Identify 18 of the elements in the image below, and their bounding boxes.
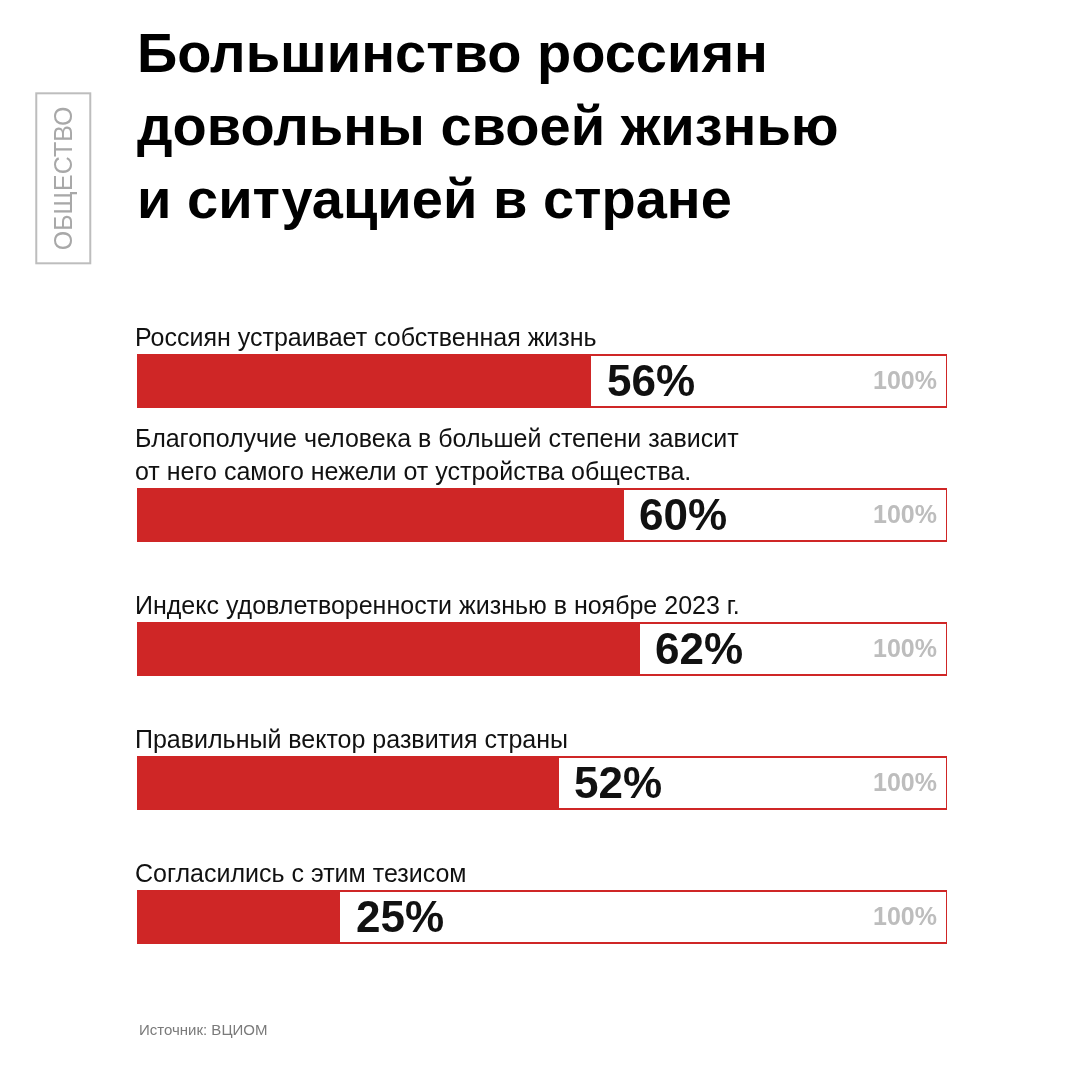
y-tick-label: Россиян устраивает собственная жизнь: [135, 323, 597, 351]
data-label: 52%: [574, 758, 663, 807]
total-label: 100%: [873, 366, 937, 394]
y-tick-label: Индекс удовлетворенности жизнью в ноябре 2023 г.: [135, 591, 740, 619]
total-label: 100%: [873, 902, 937, 930]
data-label: 62%: [655, 624, 744, 673]
total-label: 100%: [873, 500, 937, 528]
y-tick-label: Благополучие человека в большей степени зависит от него самого нежели от устройства общества.: [135, 424, 740, 485]
data-label: 56%: [607, 356, 696, 405]
y-tick-label: Правильный вектор развития страны: [135, 725, 569, 753]
y-tick-label: Согласились с этим тезисом: [135, 859, 467, 887]
data-label: 60%: [639, 490, 728, 539]
text: Источник: ВЦИОМ: [139, 1021, 268, 1038]
total-label: 100%: [873, 768, 937, 796]
data-label: 25%: [356, 892, 445, 941]
total-label: 100%: [873, 634, 937, 662]
chart-title: Большинство россиян довольны своей жизнью и ситуацией в стране: [137, 21, 839, 230]
text: ОБЩЕСТВО: [49, 106, 78, 251]
